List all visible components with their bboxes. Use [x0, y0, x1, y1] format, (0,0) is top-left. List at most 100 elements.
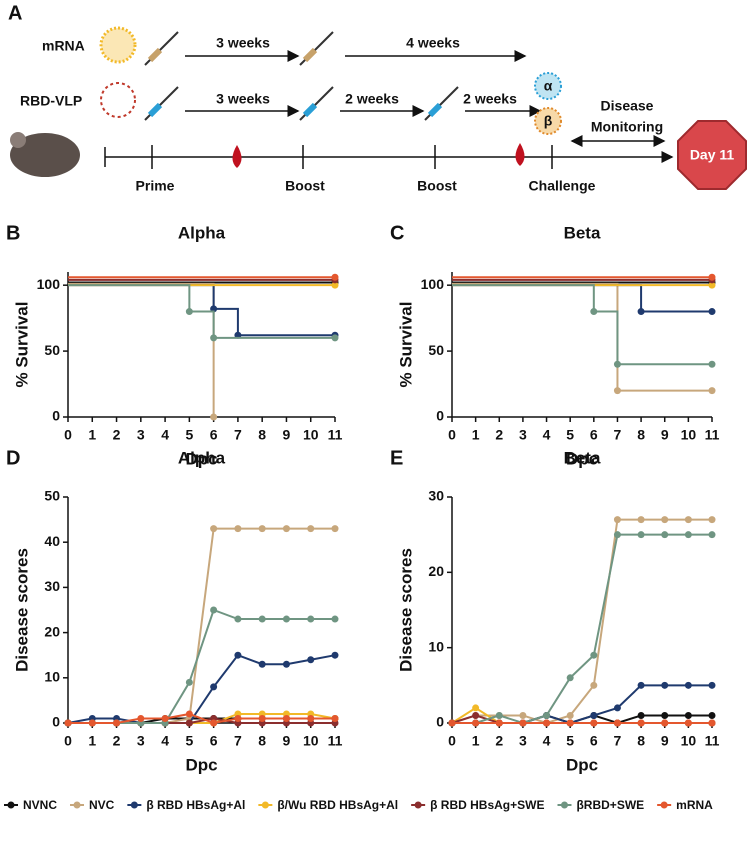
point: [307, 656, 315, 664]
point: [661, 719, 669, 727]
timeline-label: Boost: [417, 178, 457, 194]
x-tick-label: 5: [185, 733, 193, 749]
point: [210, 683, 218, 691]
y-axis-label: % Survival: [396, 302, 415, 388]
point: [613, 387, 621, 395]
x-tick-label: 10: [681, 733, 697, 749]
x-tick-label: 0: [448, 427, 456, 443]
monitoring-label: Monitoring: [591, 119, 663, 135]
point: [331, 334, 339, 342]
point: [282, 525, 290, 533]
point: [472, 719, 480, 727]
point: [637, 719, 645, 727]
point: [234, 615, 242, 623]
chart-title: Beta: [564, 448, 601, 467]
point: [590, 711, 598, 719]
score-line: [452, 533, 712, 725]
x-tick-label: 8: [637, 427, 645, 443]
point: [613, 360, 621, 368]
point: [684, 719, 692, 727]
point: [613, 704, 621, 712]
schematic: A mRNA RBD-VLP 3 weeks 4 weeks 3 weeks 2…: [8, 2, 747, 194]
y-tick-label: 30: [44, 578, 60, 594]
survival-line: [68, 284, 335, 339]
mouse: [10, 133, 80, 177]
survival-line: [68, 284, 335, 337]
syringe-fill: [147, 47, 318, 63]
point: [519, 719, 527, 727]
point: [661, 531, 669, 539]
timeline-label: Challenge: [529, 178, 596, 194]
survival-line: [452, 284, 712, 366]
point: [590, 719, 598, 727]
blood-drop: [232, 145, 242, 168]
point: [708, 387, 716, 395]
point: [613, 719, 621, 727]
x-axis-label: Dpc: [566, 755, 598, 774]
monitoring-label: Disease: [601, 98, 654, 114]
x-tick-label: 8: [258, 427, 266, 443]
x-tick-label: 5: [566, 733, 574, 749]
panel-label: E: [390, 447, 403, 469]
blood-drop: [515, 143, 525, 166]
variant-icon: [534, 107, 562, 135]
score-line: [68, 527, 335, 724]
x-tick-label: 10: [303, 733, 319, 749]
x-tick-label: 2: [495, 427, 503, 443]
legend-label: NVC: [89, 798, 115, 812]
legend-label: β/Wu RBD HBsAg+Al: [277, 798, 398, 812]
point: [234, 714, 242, 722]
point: [708, 719, 716, 727]
x-tick-label: 7: [234, 733, 242, 749]
point: [684, 516, 692, 524]
point: [88, 719, 96, 727]
x-tick-label: 10: [681, 427, 697, 443]
legend-marker: [73, 801, 81, 809]
point: [282, 660, 290, 668]
y-tick-label: 50: [44, 342, 60, 358]
point: [543, 711, 551, 719]
x-tick-label: 10: [303, 427, 319, 443]
interval: 4 weeks: [406, 35, 460, 51]
y-tick-label: 0: [52, 408, 60, 424]
point: [258, 525, 266, 533]
survival-line: [452, 284, 712, 313]
y-tick-label: 0: [52, 714, 60, 730]
row-label: RBD-VLP: [20, 93, 82, 109]
point: [258, 660, 266, 668]
legend-label: β RBD HBsAg+SWE: [430, 798, 544, 812]
x-tick-label: 5: [185, 427, 193, 443]
point: [708, 531, 716, 539]
x-tick-label: 9: [661, 427, 669, 443]
point: [331, 615, 339, 623]
variant-label: α: [544, 78, 553, 94]
y-tick-label: 0: [436, 714, 444, 730]
point: [637, 711, 645, 719]
x-axis-label: Dpc: [185, 755, 217, 774]
x-tick-label: 8: [258, 733, 266, 749]
point: [307, 525, 315, 533]
y-axis-label: % Survival: [12, 302, 31, 388]
variant-icon: [534, 72, 562, 100]
point: [210, 334, 218, 342]
point: [210, 525, 218, 533]
x-tick-label: 6: [590, 427, 598, 443]
point: [331, 273, 339, 281]
point: [708, 711, 716, 719]
point: [708, 516, 716, 524]
point: [543, 719, 551, 727]
legend-marker: [560, 801, 568, 809]
y-tick-label: 10: [44, 669, 60, 685]
legend-label: β RBD HBsAg+Al: [146, 798, 245, 812]
point: [708, 281, 716, 289]
y-tick-label: 20: [428, 563, 444, 579]
x-tick-label: 2: [113, 733, 121, 749]
point: [684, 531, 692, 539]
endpoint-label: Day 11: [690, 147, 735, 163]
panel-label: C: [390, 222, 404, 244]
point: [210, 719, 218, 727]
point: [708, 360, 716, 368]
